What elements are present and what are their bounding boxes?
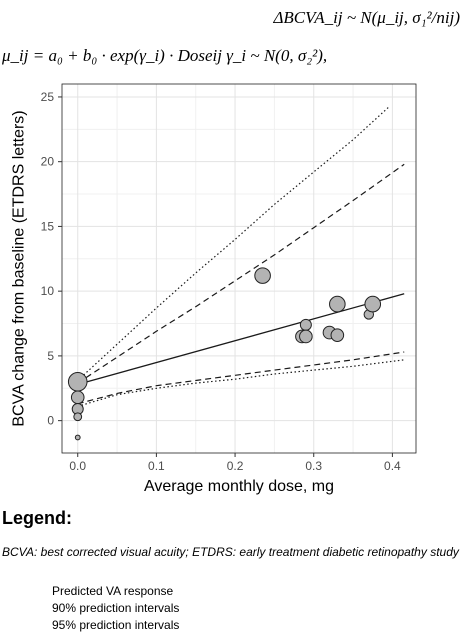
y-axis-label: BCVA change from baseline (ETDRS letters… (11, 110, 28, 426)
legend-item-95pi: 95% prediction intervals (52, 618, 180, 632)
data-point (70, 390, 85, 405)
plot-panel (61, 83, 417, 454)
legend-list: Predicted VA response 90% prediction int… (52, 583, 179, 634)
x-axis-label: Average monthly dose, mg (144, 478, 334, 495)
series-line-dotted (77, 359, 405, 407)
legend-title: Legend: (2, 508, 72, 528)
data-point (299, 329, 313, 344)
series-line-dashed (77, 163, 405, 384)
series-line-solid (77, 293, 405, 386)
data-point (254, 267, 271, 284)
x-tick-label: 0.1 (148, 459, 165, 473)
y-tick-label: 5 (47, 349, 54, 363)
y-tick-label: 20 (41, 155, 55, 169)
data-point (329, 295, 346, 313)
model-equation-1: ΔBCVA_ij ~ N(μ_ij, σ₁²/nij) (273, 8, 460, 27)
y-tick-label: 10 (41, 284, 55, 298)
series-line-dotted (77, 106, 389, 381)
y-tick-label: 15 (41, 219, 55, 233)
dose-response-chart: 0.0 0.1 0.2 0.3 0.4 0 5 10 15 20 25 Average monthl… (11, 83, 417, 495)
data-point (67, 371, 88, 392)
x-tick-label: 0.2 (227, 459, 244, 473)
data-point (299, 318, 312, 331)
data-point (364, 295, 382, 313)
abbreviations-note: BCVA: best corrected visual acuity; ETDR… (2, 545, 459, 559)
x-tick-label: 0.4 (384, 459, 401, 473)
model-equation-2: μ_ij = a₀ + b₀ · exp(γ_i) · Doseij γ_i ~… (2, 46, 328, 65)
y-tick-label: 0 (47, 414, 54, 428)
y-tick-label: 25 (41, 90, 55, 104)
data-point (74, 434, 81, 441)
x-tick-label: 0.0 (69, 459, 86, 473)
legend-item-predicted: Predicted VA response (52, 584, 174, 598)
series-line-dashed (77, 351, 405, 405)
data-point (73, 412, 83, 422)
legend-item-90pi: 90% prediction intervals (52, 601, 180, 615)
x-tick-label: 0.3 (305, 459, 322, 473)
data-point (330, 328, 345, 342)
